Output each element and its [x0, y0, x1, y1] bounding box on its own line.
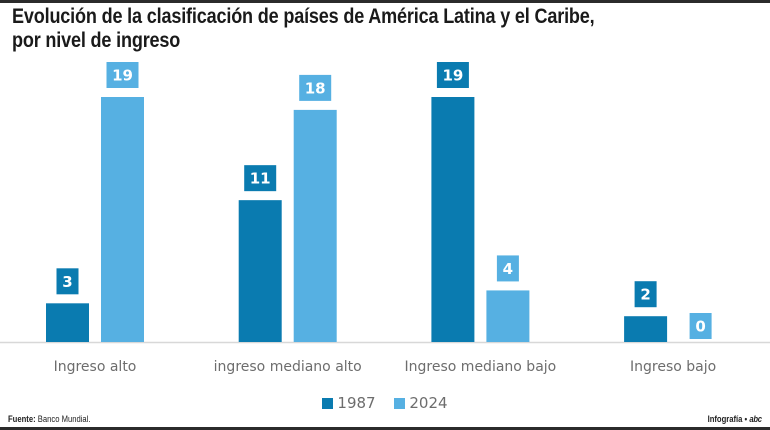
value-label-cat1-1987: 11 [250, 170, 271, 188]
legend: 1987 2024 [0, 394, 770, 413]
value-label-box-cat1-2024 [299, 74, 332, 101]
value-label-cat0-2024: 19 [112, 67, 133, 85]
bar-cat1-2024 [293, 109, 337, 342]
source-label: Fuente: [8, 414, 36, 424]
legend-item-1987: 1987 [322, 394, 376, 412]
value-label-box-cat0-1987 [56, 268, 79, 295]
legend-label-2024: 2024 [409, 394, 448, 412]
value-label-cat2-1987: 19 [442, 67, 463, 85]
credit-text: Infografía • [707, 414, 748, 424]
legend-item-2024: 2024 [394, 394, 448, 412]
value-label-cat0-1987: 3 [62, 273, 72, 291]
value-label-cat3-2024: 0 [695, 318, 705, 336]
value-label-cat3-1987: 2 [640, 286, 650, 304]
chart-title-line-1: Evolución de la clasificación de países … [12, 5, 595, 28]
source-text: Banco Mundial. [37, 414, 91, 424]
legend-swatch-2024 [394, 397, 406, 409]
brand-logo: abc [749, 414, 763, 424]
value-label-box-cat3-2024 [689, 313, 712, 339]
chart-title-line-2: por nivel de ingreso [12, 29, 181, 52]
value-label-box-cat3-1987 [634, 281, 657, 308]
category-label-1: ingreso mediano alto [214, 359, 362, 375]
value-label-box-cat0-2024 [106, 62, 139, 88]
value-label-cat2-2024: 4 [503, 260, 513, 278]
bar-cat2-1987 [431, 97, 475, 342]
credit-note: Infografía • abc [708, 414, 762, 424]
category-labels-group: Ingreso alto ingreso mediano alto Ingreso … [54, 359, 717, 375]
bar-cat3-1987 [624, 316, 668, 342]
value-label-cat1-2024: 18 [305, 79, 326, 97]
value-label-box-cat1-1987 [244, 165, 277, 192]
chart-title: Evolución de la clasificación de países … [12, 5, 595, 53]
source-note: Fuente: Banco Mundial. [8, 414, 91, 424]
bars-group: 3 19 11 18 19 4 2 0 [46, 62, 712, 342]
bar-cat1-1987 [238, 200, 282, 342]
top-rule [0, 0, 770, 3]
legend-swatch-1987 [322, 397, 334, 409]
category-label-3: Ingreso bajo [630, 359, 716, 375]
value-label-box-cat2-1987 [436, 62, 469, 88]
bottom-rule [0, 427, 770, 430]
legend-label-1987: 1987 [337, 394, 376, 412]
value-label-box-cat2-2024 [496, 255, 519, 282]
bar-cat0-2024 [101, 97, 144, 342]
category-label-0: Ingreso alto [54, 359, 137, 375]
bar-cat0-1987 [46, 303, 89, 342]
bar-cat2-2024 [486, 290, 530, 342]
category-label-2: Ingreso mediano bajo [405, 359, 557, 375]
